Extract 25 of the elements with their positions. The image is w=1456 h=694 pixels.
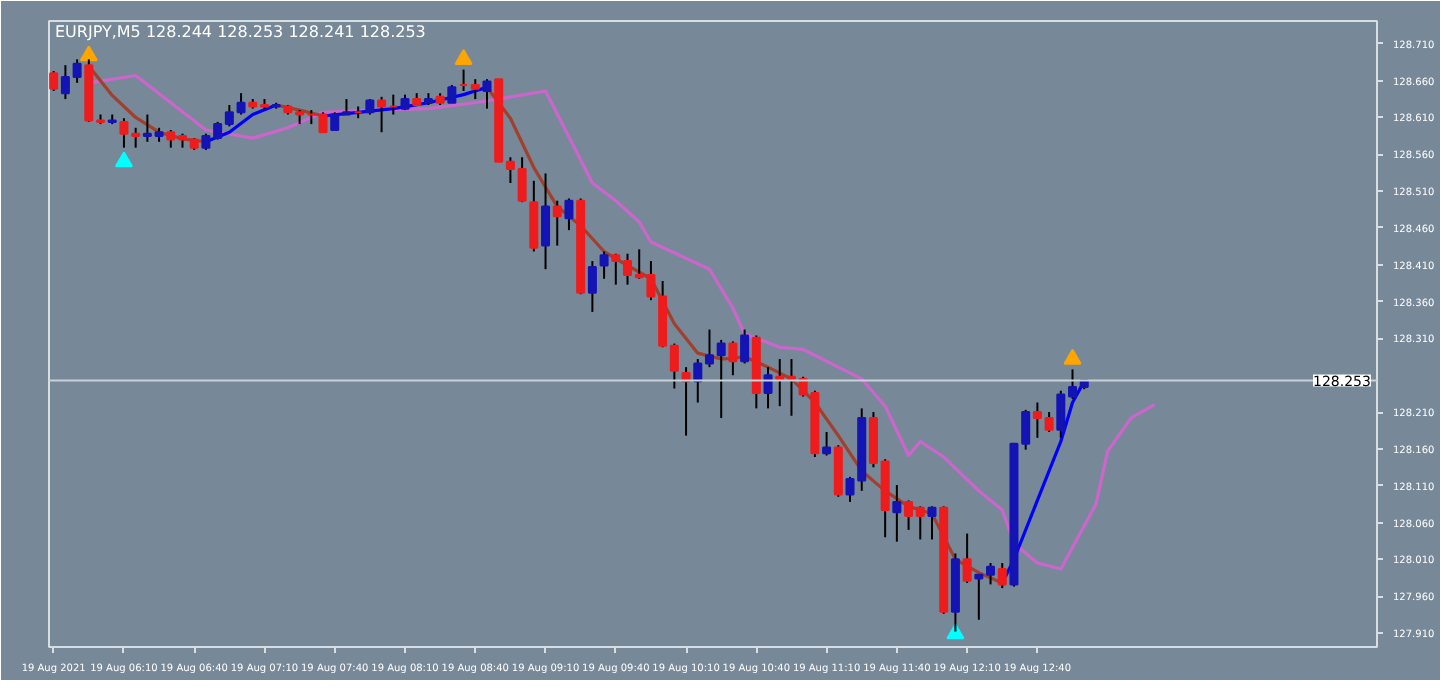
candlestick [962, 532, 972, 584]
candlestick [740, 328, 750, 365]
candlestick [927, 505, 937, 541]
candlestick [599, 250, 609, 280]
candlestick [377, 95, 387, 134]
candlestick [482, 78, 492, 110]
chart-title: EURJPY,M5 128.244 128.253 128.241 128.253 [55, 23, 426, 41]
candlestick [763, 366, 773, 410]
candlestick [587, 260, 597, 313]
point [454, 49, 473, 65]
candlestick [822, 430, 832, 457]
candlestick [833, 444, 843, 498]
candlestick [564, 197, 574, 232]
point [79, 45, 98, 62]
candlestick [49, 70, 59, 92]
point [1063, 348, 1082, 365]
candlestick [997, 562, 1007, 590]
candlestick [470, 78, 480, 101]
candlestick [318, 111, 328, 134]
candlestick [552, 199, 562, 247]
candlestick [728, 340, 738, 377]
candlestick [541, 172, 551, 271]
point [114, 151, 133, 168]
candlestick [892, 483, 902, 543]
candlestick [529, 179, 539, 253]
